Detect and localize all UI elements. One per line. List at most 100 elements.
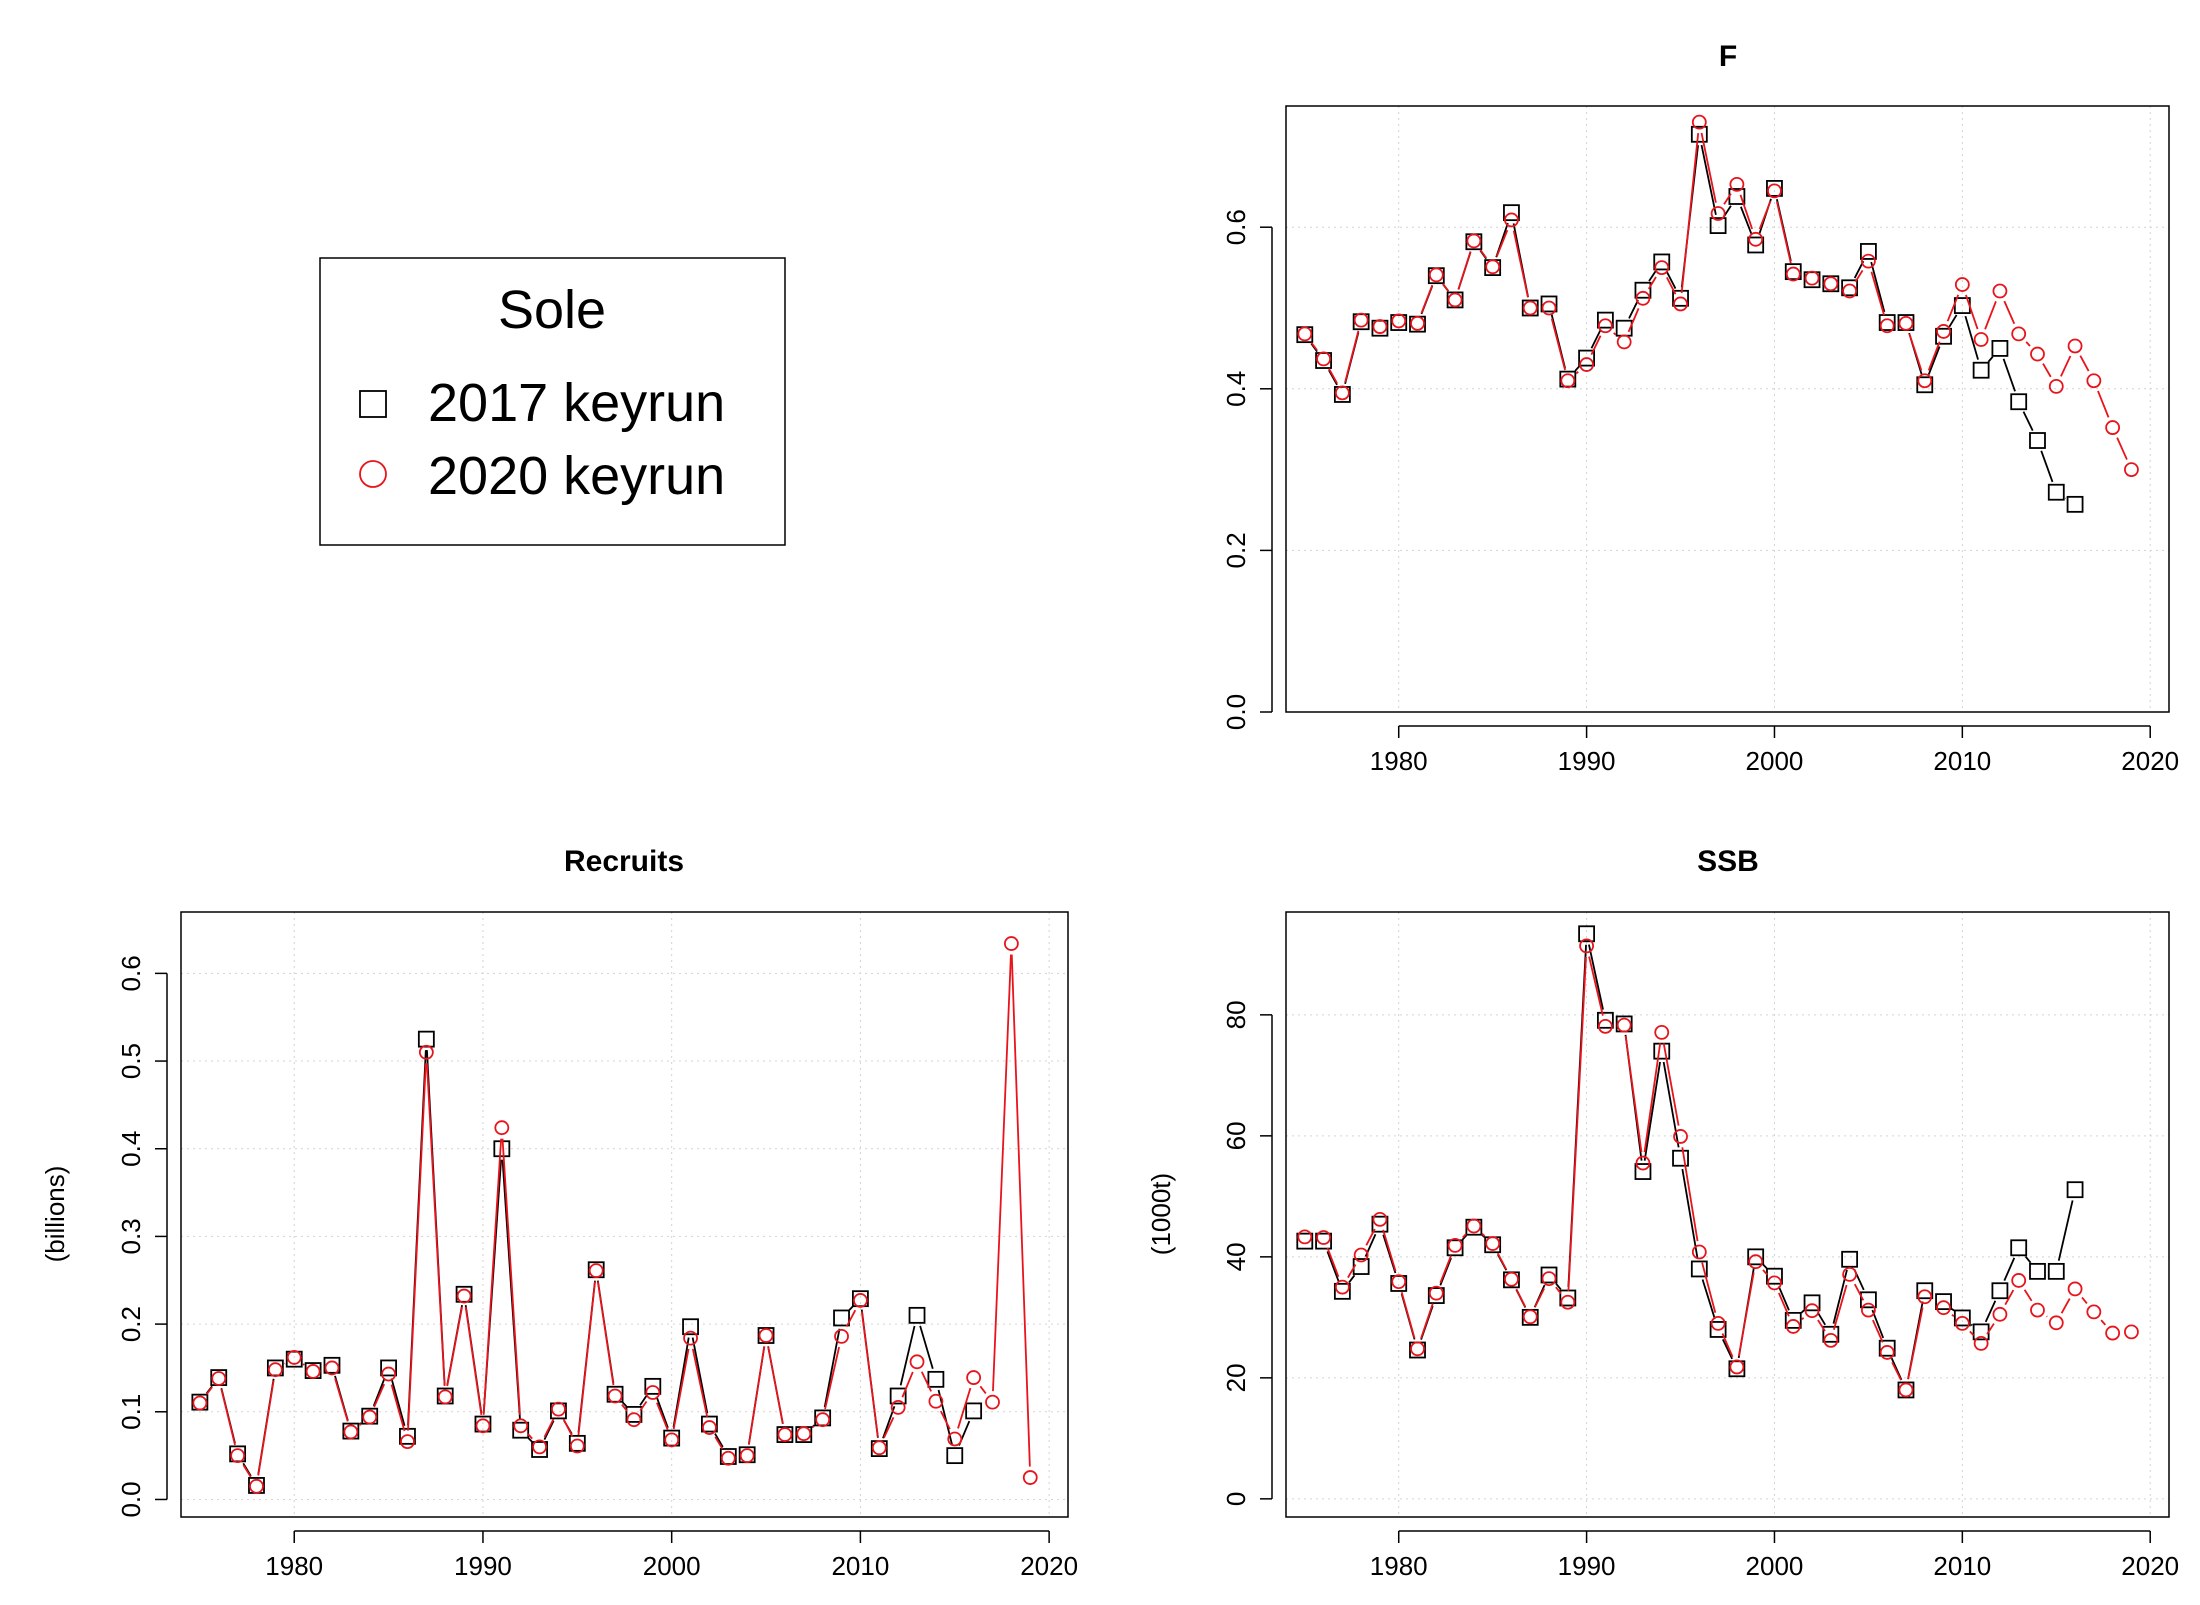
ssb-line-segment [1664,1043,1679,1125]
ssb-line-segment [1908,1308,1922,1380]
recruits-point-2020 [382,1368,395,1381]
ssb-line-segment [1626,1036,1642,1152]
f-point-2020 [1674,297,1687,310]
recruits-line-segment [408,1063,426,1430]
f-line-segment [2041,451,2052,482]
recruits-point-2020 [439,1390,452,1403]
ssb-line-segment [1723,1339,1732,1358]
ssb-line-segment [1682,1169,1697,1258]
chart-ssb-ylabel: (1000t) [1146,1173,1176,1255]
y-tick-label: 0.6 [1221,209,1251,245]
f-point-2020 [2106,421,2119,434]
recruits-line-segment [207,1387,212,1394]
ssb-point-2017 [1842,1252,1857,1267]
f-point-2017 [2068,497,2083,512]
f-point-2017 [2030,433,2045,448]
f-line-segment [2043,364,2051,377]
ssb-point-2017 [1654,1044,1669,1059]
x-tick-label: 2010 [831,1551,889,1581]
f-line-segment [2117,438,2127,460]
chart-ssb-title: SSB [1697,845,1759,878]
recruits-point-2020 [835,1330,848,1343]
f-line-segment [1345,331,1358,382]
y-tick-label: 0.5 [116,1043,146,1079]
ssb-point-2020 [1787,1320,1800,1333]
f-line-segment [1629,300,1638,318]
f-point-2020 [1618,335,1631,348]
f-series-2020 [1298,116,2138,476]
recruits-point-2020 [1024,1471,1037,1484]
ssb-point-2017 [2049,1264,2064,1279]
chart-ssb-grid [1286,912,2169,1517]
recruits-line-segment [939,1390,953,1445]
ssb-line-segment [1971,1325,1972,1326]
f-line-segment [1948,295,1959,321]
recruits-line-segment [359,1424,361,1425]
y-tick-label: 0.0 [1221,694,1251,730]
recruits-point-2020 [514,1419,527,1432]
ssb-line-segment [1440,1256,1451,1283]
f-line-segment [1443,284,1449,291]
recruits-line-segment [243,1465,250,1477]
recruits-line-segment [693,1338,708,1414]
f-point-2020 [1373,320,1386,333]
recruits-point-2017 [494,1141,509,1156]
x-tick-label: 2010 [1933,1551,1991,1581]
recruits-line-segment [920,1326,933,1369]
recruits-point-2020 [627,1413,640,1426]
f-line-segment [2023,412,2032,431]
ssb-point-2020 [1824,1334,1837,1347]
f-point-2017 [1823,276,1838,291]
ssb-point-2020 [2012,1274,2025,1287]
ssb-point-2017 [2068,1182,2083,1197]
ssb-point-2017 [1898,1382,1913,1397]
f-line-segment [1871,262,1884,312]
ssb-line-segment [1421,1304,1433,1339]
ssb-point-2020 [1599,1020,1612,1033]
f-line-segment [1988,357,1992,362]
ssb-line-segment [1702,1263,1715,1313]
f-point-2020 [1749,233,1762,246]
recruits-point-2017 [419,1032,434,1047]
f-point-2020 [1486,260,1499,273]
ssb-line-segment [2082,1297,2087,1303]
recruits-point-2020 [401,1435,414,1448]
recruits-line-segment [447,1307,462,1386]
recruits-point-2020 [967,1371,980,1384]
recruits-point-2017 [759,1328,774,1343]
y-tick-label: 60 [1221,1121,1251,1150]
f-point-2020 [1524,302,1537,315]
f-point-2017 [2011,394,2026,409]
f-point-2020 [1655,261,1668,274]
chart-f-series [1297,116,2138,512]
f-line-segment [1871,272,1884,316]
ssb-line-segment [1383,1230,1395,1271]
legend-label-2020: 2020 keyrun [428,446,725,506]
x-tick-label: 1990 [1558,746,1616,776]
f-line-segment [1614,333,1616,335]
recruits-line-segment [427,1063,445,1386]
recruits-point-2020 [986,1396,999,1409]
ssb-line-segment [1952,1309,1954,1311]
ssb-point-2020 [1730,1360,1743,1373]
f-line-segment [1497,230,1508,256]
recruits-line-segment [466,1307,482,1415]
f-line-segment [1760,201,1771,229]
f-line-segment [2098,391,2109,417]
recruits-point-2020 [344,1425,357,1438]
f-line-segment [1777,202,1791,264]
ssb-series-2017 [1297,926,2082,1397]
recruits-line-segment [902,1372,912,1397]
y-tick-label: 0.0 [116,1481,146,1517]
f-point-2020 [1355,314,1368,327]
f-line-segment [2004,301,2014,324]
f-line-segment [2004,359,2015,392]
y-tick-label: 0 [1221,1492,1251,1506]
recruits-point-2017 [947,1448,962,1463]
x-tick-label: 2020 [1020,1551,1078,1581]
ssb-line-segment [1682,1147,1697,1241]
recruits-point-2017 [910,1308,925,1323]
